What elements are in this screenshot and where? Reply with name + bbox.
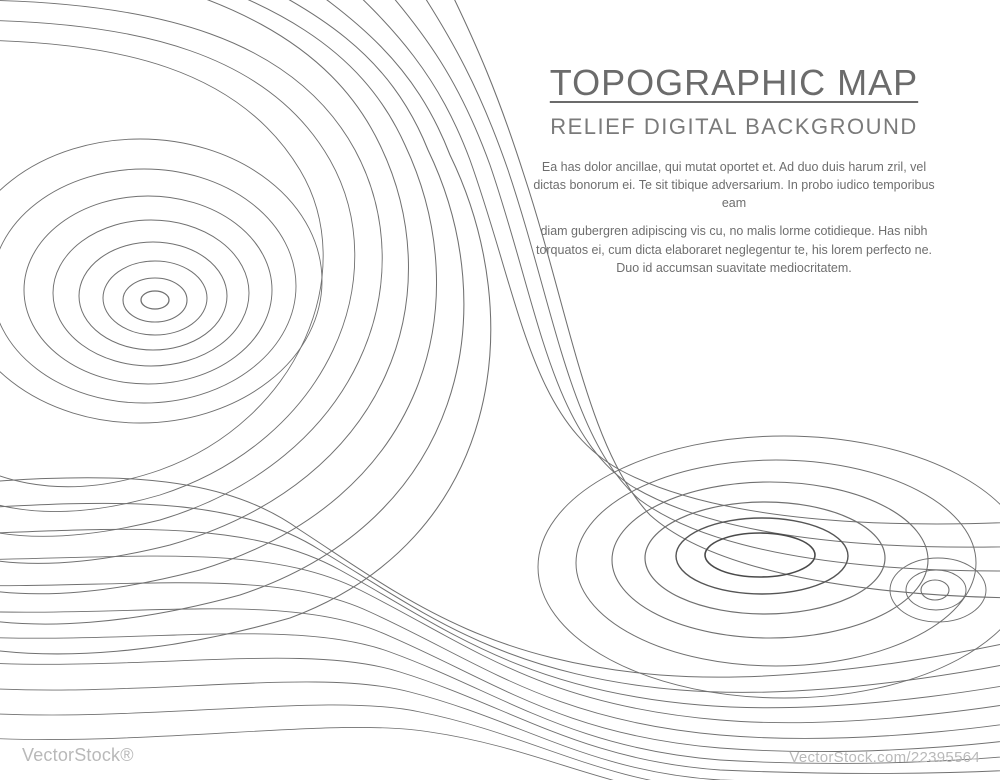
body-paragraph-1: Ea has dolor ancillae, qui mutat oportet… <box>524 158 944 212</box>
body-paragraph-2: diam gubergren adipiscing vis cu, no mal… <box>524 222 944 276</box>
page-subtitle: RELIEF DIGITAL BACKGROUND <box>524 114 944 140</box>
text-block: TOPOGRAPHIC MAP RELIEF DIGITAL BACKGROUN… <box>524 62 944 277</box>
watermark-id: VectorStock.com/22395564 <box>789 749 980 766</box>
watermark-brand: VectorStock® <box>22 745 134 766</box>
page-title: TOPOGRAPHIC MAP <box>524 62 944 104</box>
